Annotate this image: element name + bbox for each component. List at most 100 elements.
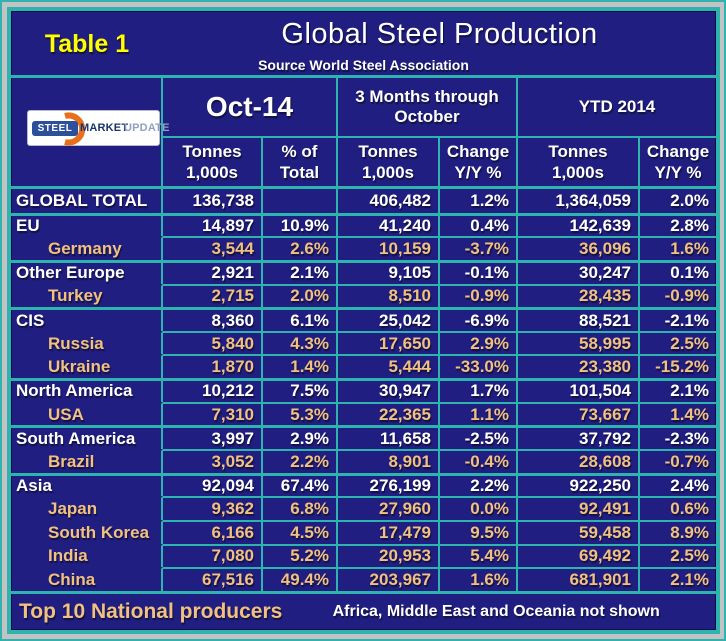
row-label: USA (11, 401, 163, 426)
row-label: EU (11, 212, 163, 237)
row-label: India (11, 543, 163, 568)
column-group-ytd2014: YTD 2014 (518, 78, 716, 138)
source-attribution: Source World Steel Association (258, 57, 469, 73)
data-cell: 3,997 (163, 425, 263, 450)
row-label: North America (11, 378, 163, 402)
logo-steel-badge: STEEL (32, 121, 78, 136)
data-cell: 2,715 (163, 283, 263, 308)
row-label: Brazil (11, 449, 163, 473)
column-header-band: STEEL MARKET UPDATE Oct-14 3 Months thro… (11, 78, 716, 189)
data-cell: 69,492 (518, 543, 640, 568)
page-title: Global Steel Production (281, 18, 598, 50)
data-cell: -2.1% (640, 307, 716, 331)
data-cell: 2.1% (263, 259, 338, 284)
data-cell: 10.9% (263, 212, 338, 237)
data-cell: 5.2% (263, 543, 338, 568)
data-cell: -3.7% (440, 236, 518, 260)
data-cell: 7,080 (163, 543, 263, 568)
table-row: Other Europe 2,921 2.1% 9,105 -0.1% 30,247 0.1… (11, 259, 716, 284)
data-cell: 4.5% (263, 519, 338, 544)
data-cell: 101,504 (518, 378, 640, 402)
row-label: South Korea (11, 519, 163, 544)
table-body: GLOBAL TOTAL 136,738 406,482 1.2% 1,364,059 2… (11, 189, 716, 591)
data-cell: -2.3% (640, 425, 716, 449)
data-cell: -15.2% (640, 354, 716, 378)
data-cell: 681,901 (518, 567, 640, 591)
title-band: Table 1 Global Steel Production Source W… (11, 11, 716, 78)
data-cell: -2.5% (440, 425, 518, 450)
data-cell: 1.4% (263, 354, 338, 379)
row-label: China (11, 567, 163, 591)
data-cell: 1.2% (440, 189, 518, 213)
crescent-swoosh-icon (64, 112, 86, 146)
data-cell: 0.1% (640, 259, 716, 284)
table-row: CIS 8,360 6.1% 25,042 -6.9% 88,521 -2.1% (11, 307, 716, 331)
data-cell: -0.4% (440, 449, 518, 473)
data-cell: 2.2% (440, 472, 518, 497)
data-cell: 7,310 (163, 401, 263, 426)
data-cell: 0.6% (640, 496, 716, 520)
data-cell: 1.6% (440, 567, 518, 591)
row-label: Other Europe (11, 259, 163, 284)
data-cell: 17,479 (338, 519, 440, 544)
table-row: India 7,080 5.2% 20,953 5.4% 69,492 2.5% (11, 543, 716, 568)
data-cell: 41,240 (338, 212, 440, 237)
data-cell: 10,212 (163, 378, 263, 402)
steel-market-update-logo: STEEL MARKET UPDATE (27, 110, 169, 146)
table-row: USA 7,310 5.3% 22,365 1.1% 73,667 1.4% (11, 401, 716, 426)
column-header-tonnes-3mo: Tonnes 1,000s (338, 138, 440, 186)
column-header-tonnes-oct: Tonnes 1,000s (163, 138, 263, 186)
data-cell: 6.1% (263, 307, 338, 331)
data-cell: 2.1% (640, 567, 716, 591)
data-cell: 3,544 (163, 236, 263, 260)
row-label: Asia (11, 472, 163, 497)
data-cell: 2.9% (440, 330, 518, 355)
data-cell: 8.9% (640, 519, 716, 544)
table-row: South America 3,997 2.9% 11,658 -2.5% 37,792-… (11, 425, 716, 450)
data-cell: 1.7% (440, 378, 518, 402)
column-header-change-ytd: Change Y/Y % (646, 142, 710, 182)
data-cell: 28,608 (518, 449, 640, 473)
data-cell: 0.4% (440, 212, 518, 237)
data-cell: 11,658 (338, 425, 440, 450)
row-label: Germany (11, 236, 163, 260)
data-cell: 2.0% (263, 283, 338, 308)
data-cell: 406,482 (338, 189, 440, 213)
table-row: China 67,516 49.4% 203,967 1.6% 681,901 2.1% (11, 567, 716, 591)
column-header-pct-of-total: % of Total (263, 138, 338, 186)
data-cell: 8,360 (163, 307, 263, 331)
data-cell: 30,947 (338, 378, 440, 402)
data-cell: 5.3% (263, 401, 338, 426)
data-cell: 22,365 (338, 401, 440, 426)
data-cell: 5,444 (338, 354, 440, 379)
data-cell: 7.5% (263, 378, 338, 402)
data-cell: -6.9% (440, 307, 518, 331)
data-cell: 203,967 (338, 567, 440, 591)
row-label: Russia (11, 330, 163, 355)
data-cell: 30,247 (518, 259, 640, 284)
data-cell: 2.1% (640, 378, 716, 402)
data-cell: 9,105 (338, 259, 440, 284)
data-cell: 23,380 (518, 354, 640, 379)
data-cell: 88,521 (518, 307, 640, 331)
data-cell: 2.9% (263, 425, 338, 450)
data-cell: 67.4% (263, 472, 338, 497)
data-cell: 4.3% (263, 330, 338, 355)
data-cell: 1.1% (440, 401, 518, 426)
data-cell: 5,840 (163, 330, 263, 355)
data-cell: 142,639 (518, 212, 640, 237)
data-cell: 49.4% (263, 567, 338, 591)
data-cell: 3,052 (163, 449, 263, 473)
row-label: CIS (11, 307, 163, 331)
data-cell: -0.1% (440, 259, 518, 284)
column-header-change-3mo: Change Y/Y % (440, 138, 518, 186)
table-row: South Korea 6,166 4.5% 17,479 9.5% 59,458 8.9% (11, 519, 716, 544)
table-row: EU 14,897 10.9% 41,240 0.4% 142,639 2.8% (11, 212, 716, 237)
data-cell: 2.5% (640, 330, 716, 355)
table-row: Brazil 3,052 2.2% 8,901 -0.4% 28,608 -0.7% (11, 449, 716, 473)
row-label: GLOBAL TOTAL (11, 189, 163, 213)
table-row: North America 10,212 7.5% 30,947 1.7% 101,504… (11, 378, 716, 402)
data-cell: 67,516 (163, 567, 263, 591)
data-cell: 6,166 (163, 519, 263, 544)
data-cell: 922,250 (518, 472, 640, 497)
